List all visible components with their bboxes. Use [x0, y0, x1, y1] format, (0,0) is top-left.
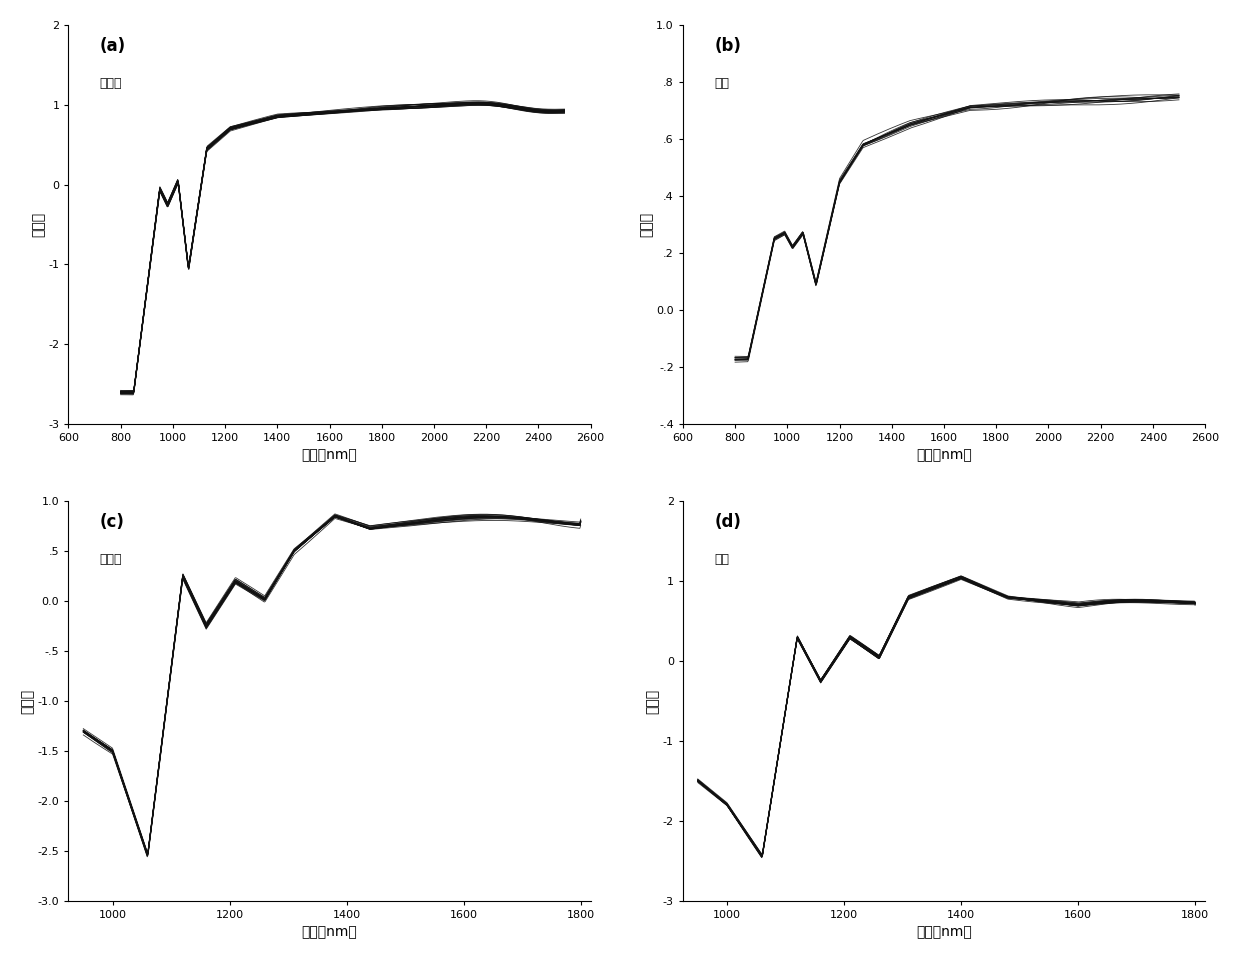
Text: (b): (b): [714, 36, 742, 55]
Text: 红宝石: 红宝石: [99, 77, 123, 89]
Text: 夏黑: 夏黑: [714, 553, 729, 566]
Text: (c): (c): [99, 514, 124, 531]
Text: 红宝石: 红宝石: [99, 553, 123, 566]
X-axis label: 波长（nm）: 波长（nm）: [301, 448, 357, 463]
Text: (a): (a): [99, 36, 125, 55]
Y-axis label: 吸光度: 吸光度: [640, 212, 653, 237]
X-axis label: 波长（nm）: 波长（nm）: [916, 448, 972, 463]
Y-axis label: 吸光度: 吸光度: [31, 212, 46, 237]
Text: 夏黑: 夏黑: [714, 77, 729, 89]
X-axis label: 波长（nm）: 波长（nm）: [916, 925, 972, 939]
Text: (d): (d): [714, 514, 742, 531]
Y-axis label: 吸光度: 吸光度: [646, 688, 660, 713]
X-axis label: 波长（nm）: 波长（nm）: [301, 925, 357, 939]
Y-axis label: 吸光度: 吸光度: [21, 688, 35, 713]
